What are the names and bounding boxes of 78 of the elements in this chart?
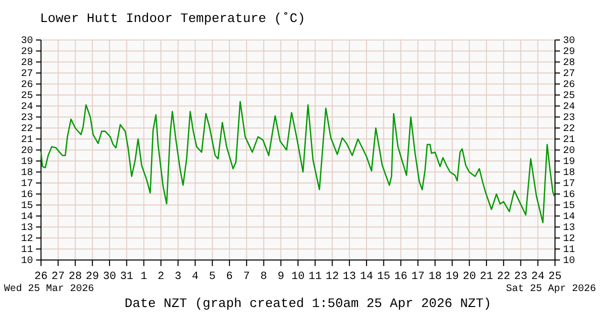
y-tick-label: 12 [20, 234, 33, 246]
y-tick-label: 24 [20, 102, 33, 114]
y2-tick-label: 30 [563, 36, 576, 48]
y-tick-label: 22 [20, 124, 33, 136]
y2-tick-label: 15 [563, 201, 576, 212]
x-tick-label: 10 [291, 270, 305, 283]
x-tick-label: 18 [428, 270, 442, 283]
x-tick-label: 28 [68, 270, 82, 283]
y-tick-label: 18 [20, 168, 33, 180]
y2-tick-label: 22 [563, 124, 576, 136]
line-series [40, 100, 555, 224]
y2-tick-label: 19 [563, 157, 576, 168]
y-tick-label: 14 [20, 212, 33, 224]
x-tick-label: 4 [192, 270, 199, 283]
x-tick-label: 23 [514, 270, 528, 283]
y-tick-label: 21 [20, 135, 33, 146]
y-tick-label: 29 [20, 47, 33, 58]
y2-tick-label: 20 [563, 146, 576, 158]
x-tick-label: 15 [377, 270, 390, 283]
chart-title: Lower Hutt Indoor Temperature (˚C) [40, 11, 306, 26]
x-tick-label: 13 [342, 270, 356, 283]
x-tick-label: 30 [102, 270, 116, 283]
x-tick-label: 3 [174, 270, 182, 283]
x-tick-label: 11 [308, 270, 322, 283]
x-tick-label: 14 [360, 270, 374, 283]
x-tick-label: 17 [411, 270, 425, 283]
x-tick-label: 25 [548, 270, 562, 283]
x-tick-label: 22 [497, 270, 510, 283]
y2-tick-label: 13 [563, 223, 576, 234]
y2-tick-label: 17 [563, 179, 576, 190]
y2-tick-label: 16 [563, 190, 576, 202]
x-tick-label: 1 [140, 270, 148, 283]
x-tick-label: 21 [480, 270, 494, 283]
y-tick-label: 20 [20, 146, 33, 158]
x-tick-label: 9 [278, 270, 284, 283]
y-tick-label: 15 [20, 201, 33, 212]
y2-tick-label: 24 [563, 102, 576, 114]
x-tick-label: 20 [462, 270, 476, 283]
y-tick-label: 19 [20, 157, 33, 168]
y-tick-label: 17 [20, 179, 33, 190]
y-tick-label: 25 [20, 91, 33, 102]
y2-tick-label: 11 [563, 245, 576, 256]
x-tick-label: 24 [531, 270, 545, 283]
x-tick-label: 8 [260, 270, 268, 283]
text: Sat 25 Apr 2026 [506, 284, 596, 295]
x-tick-label: 16 [394, 270, 408, 283]
text: Wed 25 Mar 2026 [4, 283, 94, 295]
x-tick-label: 5 [209, 270, 216, 283]
x-tick-label: 12 [326, 270, 339, 283]
x-tick-label: 27 [52, 270, 65, 283]
x-tick-label: 26 [34, 270, 48, 283]
y2-tick-label: 29 [563, 47, 576, 58]
x-tick-label: 29 [86, 270, 99, 283]
y2-tick-label: 21 [563, 135, 576, 146]
y2-tick-label: 18 [563, 168, 576, 180]
y2-tick-label: 27 [563, 69, 576, 80]
y2-tick-label: 14 [563, 212, 576, 224]
y-tick-label: 13 [20, 223, 33, 234]
x-tick-label: 2 [158, 270, 164, 283]
y2-tick-label: 26 [563, 80, 576, 92]
y-tick-label: 30 [20, 36, 33, 48]
x-tick-label: 31 [120, 270, 134, 283]
y-tick-label: 16 [20, 190, 33, 202]
y-tick-label: 27 [20, 69, 33, 80]
y2-tick-label: 12 [563, 234, 576, 246]
x-axis-title: Date NZT (graph created 1:50am 25 Apr 2026 NZT) [124, 296, 492, 311]
y-tick-label: 26 [20, 80, 33, 92]
x-tick-label: 6 [226, 270, 233, 283]
y-tick-label: 23 [20, 113, 33, 124]
x-tick-label: 7 [243, 270, 250, 283]
x-tick-label: 19 [446, 270, 459, 283]
y2-tick-label: 23 [563, 113, 576, 124]
y-tick-label: 10 [20, 256, 33, 268]
y2-tick-label: 10 [563, 256, 576, 268]
y2-tick-label: 25 [563, 91, 576, 102]
y-tick-label: 11 [20, 245, 33, 256]
y-tick-label: 28 [20, 58, 33, 70]
y2-tick-label: 28 [563, 58, 576, 70]
